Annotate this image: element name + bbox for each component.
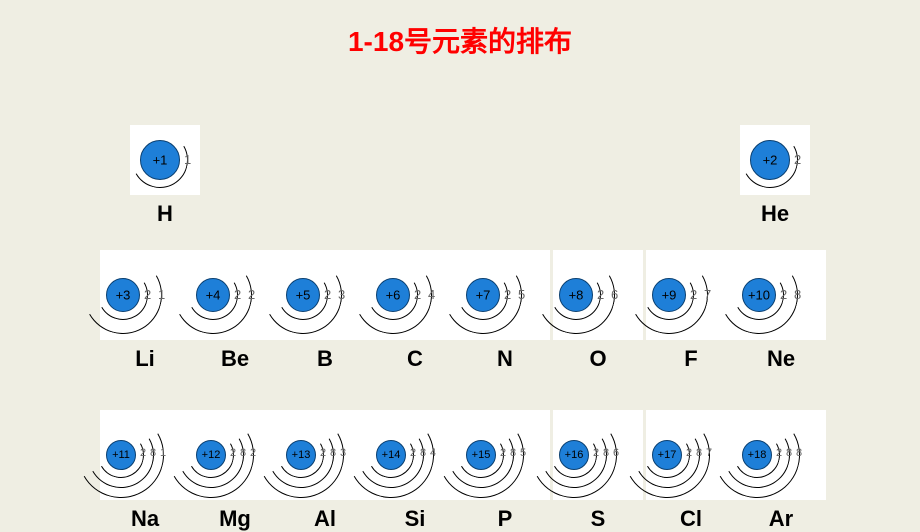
electron-count: 3 [340, 447, 346, 459]
electron-count: 3 [338, 287, 345, 302]
element-he: +2 2 He [740, 125, 810, 227]
nucleus: +4 [196, 278, 230, 312]
electron-count: 4 [428, 287, 435, 302]
nucleus: +6 [376, 278, 410, 312]
element-ar: +18288 Ar [736, 410, 826, 532]
atomic-number: +3 [116, 288, 131, 303]
nucleus: +17 [652, 440, 682, 470]
atomic-number: +4 [206, 288, 221, 303]
electron-count: 8 [796, 447, 802, 459]
atomic-number: +10 [748, 288, 770, 303]
electron-count: 5 [520, 447, 526, 459]
element-symbol: He [761, 201, 789, 227]
element-symbol: H [157, 201, 173, 227]
electron-count: 1 [158, 287, 165, 302]
atomic-number: +18 [748, 449, 767, 461]
element-symbol: Ne [767, 346, 795, 372]
nucleus: +16 [559, 440, 589, 470]
electron-count: 7 [704, 287, 711, 302]
element-symbol: Si [405, 506, 426, 532]
element-symbol: Al [314, 506, 336, 532]
electron-count: 6 [611, 287, 618, 302]
element-symbol: O [589, 346, 606, 372]
element-h: +1 1 H [130, 125, 200, 227]
nucleus: +7 [466, 278, 500, 312]
nucleus: +12 [196, 440, 226, 470]
atomic-number: +13 [292, 449, 311, 461]
electron-count: 5 [518, 287, 525, 302]
atomic-number: +8 [569, 288, 584, 303]
element-symbol: B [317, 346, 333, 372]
element-symbol: C [407, 346, 423, 372]
atomic-number: +16 [565, 449, 584, 461]
atom-diagram: +18288 [736, 410, 826, 500]
nucleus: +15 [466, 440, 496, 470]
element-symbol: Na [131, 506, 159, 532]
electron-count: 2 [794, 152, 801, 167]
element-symbol: P [498, 506, 513, 532]
atom-diagram: +2 2 [740, 125, 810, 195]
element-symbol: S [591, 506, 606, 532]
electron-count: 7 [706, 447, 712, 459]
atom-diagram: +1028 [736, 250, 826, 340]
element-symbol: Mg [219, 506, 251, 532]
nucleus: +9 [652, 278, 686, 312]
element-ne: +1028 Ne [736, 250, 826, 372]
atomic-number: +5 [296, 288, 311, 303]
electron-count: 1 [184, 152, 191, 167]
atomic-number: +6 [386, 288, 401, 303]
nucleus: +2 [750, 140, 790, 180]
atomic-number: +2 [763, 153, 778, 168]
electron-count: 1 [160, 447, 166, 459]
element-n: +725N [460, 250, 550, 372]
atomic-number: +1 [153, 153, 168, 168]
atom-diagram: +1 1 [130, 125, 200, 195]
electron-count: 8 [794, 287, 801, 302]
electron-count: 4 [430, 447, 436, 459]
electron-count: 6 [613, 447, 619, 459]
nucleus: +3 [106, 278, 140, 312]
atomic-number: +9 [662, 288, 677, 303]
periodic-grid: +11H+22He+321Li+422Be+523B+624C+725N+826… [0, 70, 920, 510]
element-symbol: Cl [680, 506, 702, 532]
element-symbol: N [497, 346, 513, 372]
atomic-number: +7 [476, 288, 491, 303]
element-symbol: F [684, 346, 697, 372]
nucleus: +1 [140, 140, 180, 180]
atomic-number: +12 [202, 449, 221, 461]
element-symbol: Li [135, 346, 155, 372]
element-o: +826O [553, 250, 643, 372]
nucleus: +8 [559, 278, 593, 312]
atomic-number: +17 [658, 449, 677, 461]
electron-count: 2 [250, 447, 256, 459]
atomic-number: +15 [472, 449, 491, 461]
page-title: 1-18号元素的排布 [0, 0, 920, 70]
nucleus: +11 [106, 440, 136, 470]
nucleus: +18 [742, 440, 772, 470]
atomic-number: +11 [112, 449, 130, 461]
nucleus: +10 [742, 278, 776, 312]
element-symbol: Ar [769, 506, 793, 532]
nucleus: +14 [376, 440, 406, 470]
electron-count: 2 [248, 287, 255, 302]
nucleus: +13 [286, 440, 316, 470]
element-symbol: Be [221, 346, 249, 372]
nucleus: +5 [286, 278, 320, 312]
atomic-number: +14 [382, 449, 401, 461]
